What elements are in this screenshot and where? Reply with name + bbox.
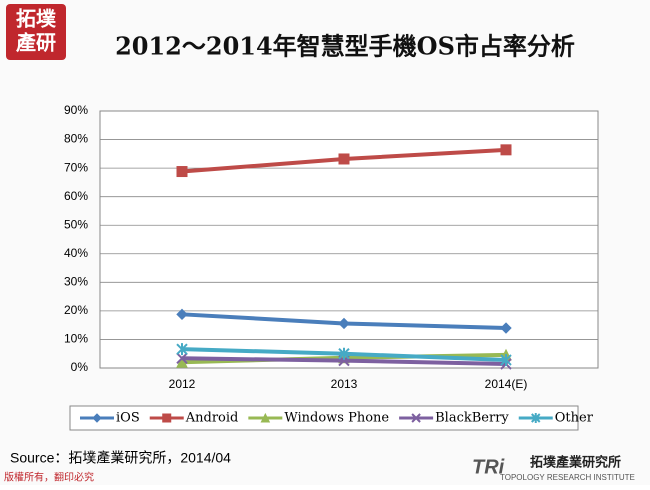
- x-tick-label: 2012: [169, 377, 196, 391]
- brand-mark: TRi: [472, 456, 505, 478]
- legend-label: Android: [185, 411, 239, 426]
- marker: [338, 153, 350, 165]
- source: Source：拓墣產業研究所，2014/04: [10, 450, 231, 466]
- legend-label: BlackBerry: [435, 411, 509, 426]
- brand-name: 拓墣產業研究所: [530, 454, 621, 469]
- plot-area: [99, 110, 599, 369]
- y-tick-label: 80%: [64, 132, 88, 146]
- y-tick-label: 40%: [64, 246, 88, 260]
- marker: [500, 144, 512, 156]
- y-tick-label: 70%: [64, 160, 88, 174]
- y-tick-label: 30%: [64, 275, 88, 289]
- marker: [176, 352, 188, 364]
- marker: [260, 412, 271, 423]
- y-tick-label: 0%: [71, 360, 89, 374]
- x-tick-label: 2013: [331, 377, 358, 391]
- legend-label: Other: [555, 411, 594, 426]
- y-tick-label: 20%: [64, 303, 88, 317]
- marker: [531, 413, 541, 423]
- marker: [176, 308, 188, 321]
- marker: [500, 322, 512, 334]
- marker: [176, 356, 188, 368]
- y-tick-label: 90%: [64, 103, 88, 117]
- y-tick-label: 10%: [64, 332, 88, 346]
- marker: [92, 413, 102, 423]
- y-tick-label: 50%: [64, 217, 88, 231]
- brand-english: TOPOLOGY RESEARCH INSTITUTE: [500, 473, 635, 482]
- marker: [500, 354, 512, 367]
- marker: [176, 343, 188, 356]
- marker: [338, 347, 350, 360]
- marker: [338, 317, 350, 330]
- legend-label: Windows Phone: [284, 411, 389, 426]
- copyright: 版權所有，翻印必究: [4, 471, 94, 484]
- x-tick-label: 2014(E): [485, 377, 528, 391]
- marker: [176, 166, 188, 178]
- marker: [162, 413, 172, 423]
- legend-label: iOS: [116, 411, 140, 426]
- marker: [411, 413, 421, 423]
- logo-box: [6, 4, 66, 60]
- chart-title: 2012～2014年智慧型手機OS市占率分析: [115, 32, 575, 61]
- logo-text: 拓墣: [16, 7, 57, 31]
- y-tick-label: 60%: [64, 189, 88, 203]
- logo-text: 產研: [16, 31, 56, 55]
